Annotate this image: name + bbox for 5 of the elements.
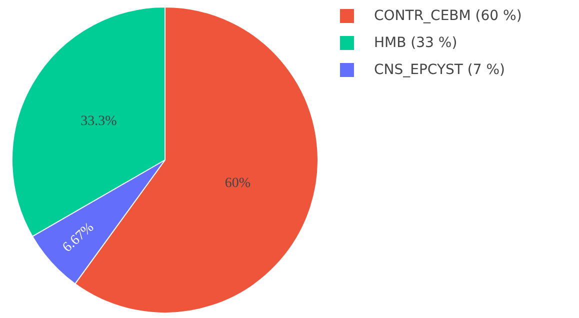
legend-label: HMB (33 %): [374, 34, 458, 50]
data-label: 33.3%: [80, 114, 118, 130]
data-label: 60%: [224, 176, 251, 192]
legend-label: CNS_EPCYST (7 %): [374, 62, 505, 78]
legend-label: CONTR_CEBM (60 %): [374, 8, 522, 24]
